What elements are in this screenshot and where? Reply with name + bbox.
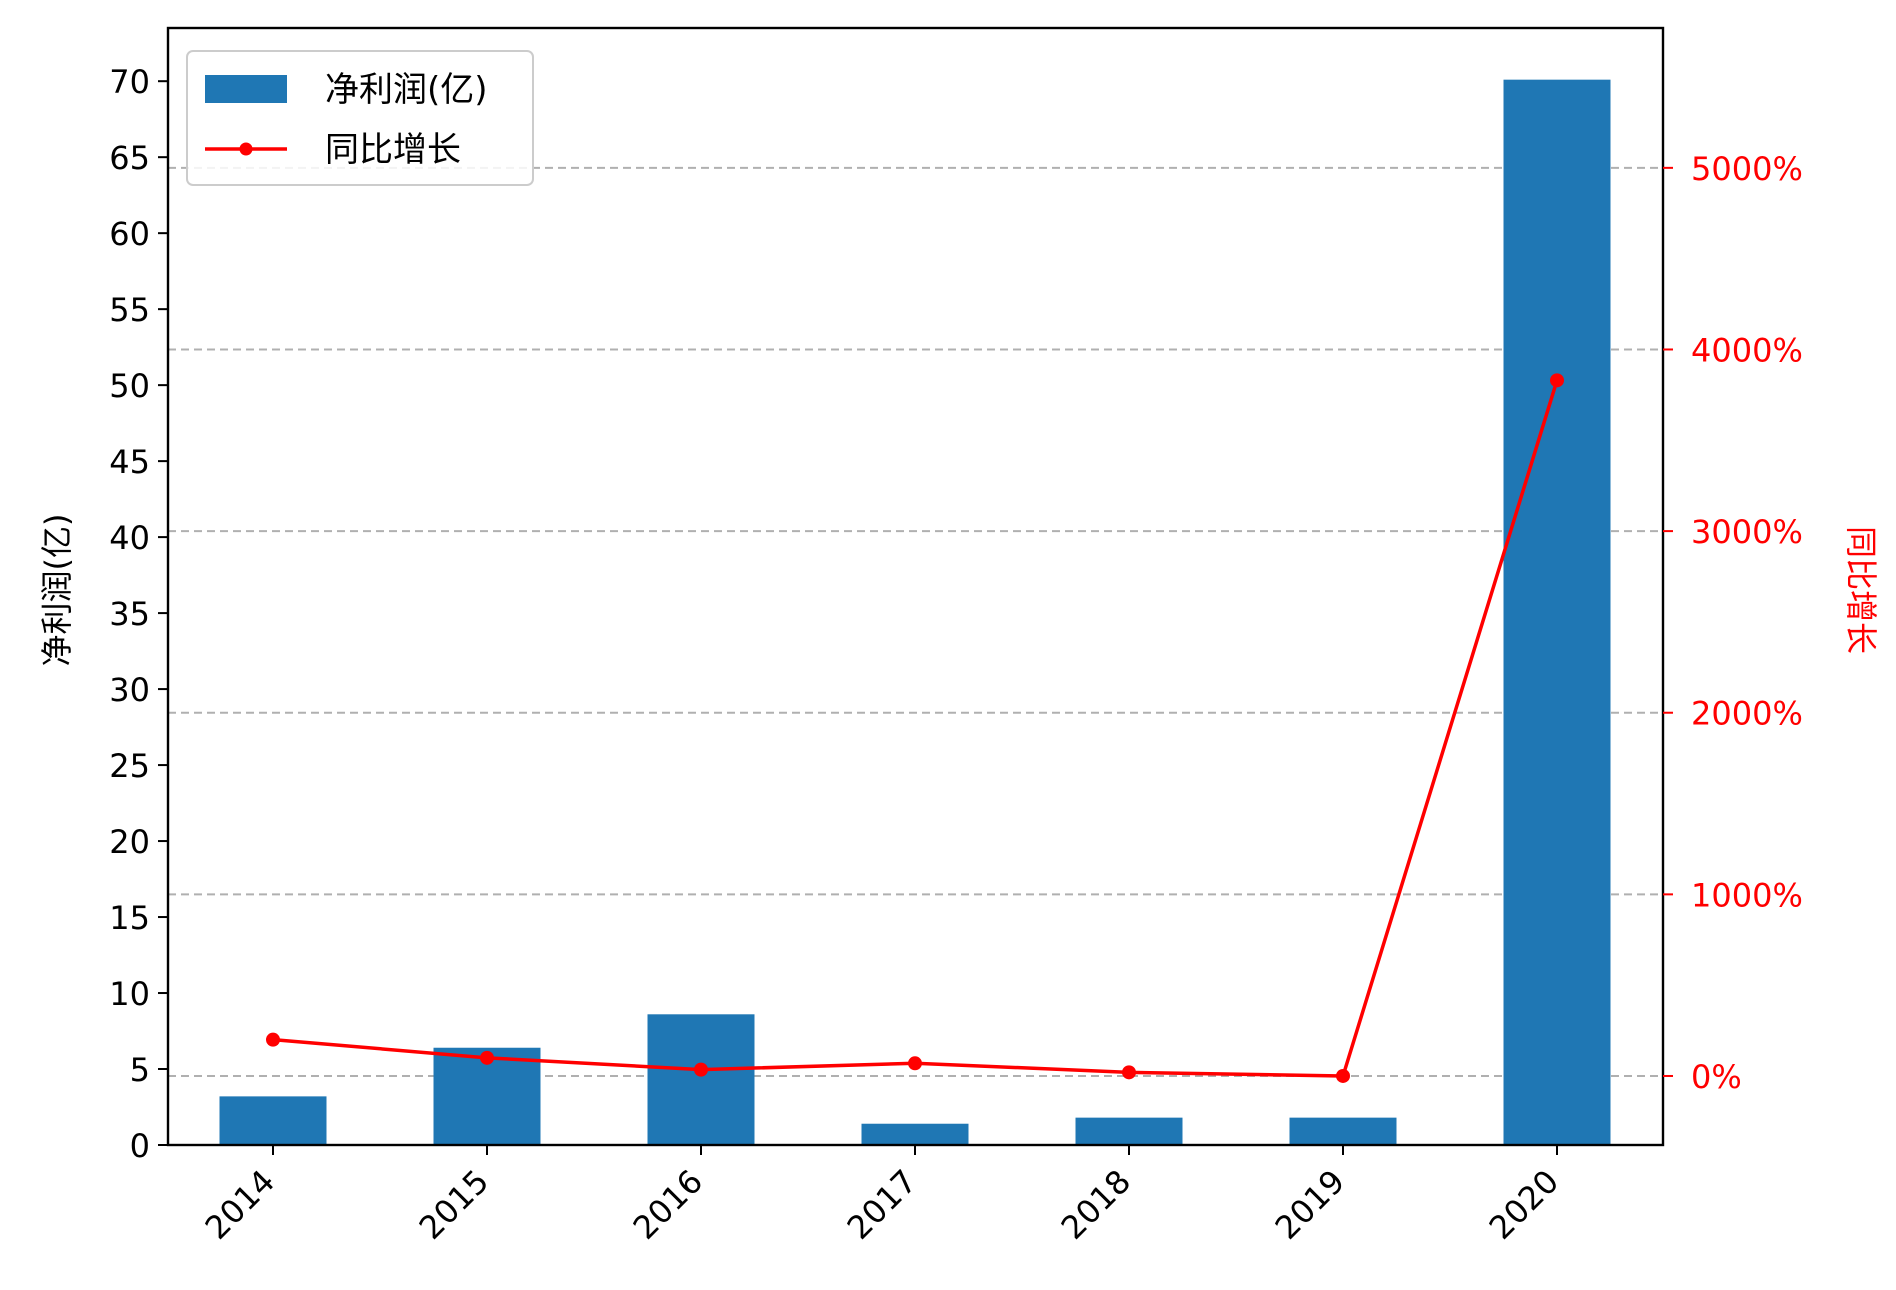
- right-tick-label: 1000%: [1691, 876, 1803, 914]
- right-axis-label: 同比增长: [1842, 526, 1880, 654]
- growth-point-2015: [480, 1050, 494, 1065]
- grid-lines: [168, 166, 1663, 1077]
- bar-2014: [219, 1096, 327, 1145]
- x-tick-label: 2019: [1268, 1162, 1352, 1246]
- plot-frame: [166, 26, 1665, 1147]
- right-tick-label: 3000%: [1691, 513, 1803, 551]
- x-axis: 2014 2015 2016 2017 2018 2019 2020: [198, 1145, 1566, 1247]
- x-tick-label: 2014: [198, 1162, 282, 1246]
- left-tick-label: 45: [109, 443, 150, 481]
- legend-line-label: 同比增长: [325, 130, 461, 170]
- right-tick-label: 2000%: [1691, 695, 1803, 733]
- left-tick-label: 15: [109, 899, 150, 937]
- left-tick-label: 65: [109, 139, 150, 177]
- left-tick-label: 10: [109, 975, 150, 1013]
- bar-2019: [1289, 1117, 1397, 1145]
- bar-2020: [1503, 79, 1611, 1145]
- left-axis-label: 净利润(亿): [38, 514, 76, 667]
- growth-line: [272, 379, 1559, 1078]
- right-tick-label: 4000%: [1691, 331, 1803, 369]
- legend-line-marker: [239, 142, 253, 156]
- left-tick-label: 35: [109, 595, 150, 633]
- growth-point-2016: [694, 1062, 708, 1077]
- left-tick-label: 40: [109, 519, 150, 557]
- bar-series: [219, 79, 1611, 1145]
- left-tick-label: 20: [109, 823, 150, 861]
- growth-point-2020: [1550, 373, 1564, 388]
- left-tick-label: 30: [109, 671, 150, 709]
- left-tick-label: 60: [109, 215, 150, 253]
- left-axis: 0 5 10 15 20 25 30 35 40 45 50 55 60 65 70: [109, 63, 168, 1165]
- x-tick-label: 2015: [412, 1162, 496, 1246]
- right-tick-label: 0%: [1691, 1058, 1742, 1096]
- growth-point-2014: [266, 1032, 280, 1047]
- bar-2016: [647, 1014, 755, 1145]
- line-series: [266, 373, 1564, 1083]
- legend: 净利润(亿) 同比增长: [186, 50, 534, 186]
- x-tick-label: 2017: [840, 1162, 924, 1246]
- left-tick-label: 70: [109, 63, 150, 101]
- x-tick-label: 2020: [1482, 1162, 1566, 1246]
- legend-bar-label: 净利润(亿): [325, 70, 488, 110]
- growth-point-2018: [1122, 1065, 1136, 1080]
- left-tick-label: 5: [130, 1051, 150, 1089]
- right-tick-label: 5000%: [1691, 150, 1803, 188]
- bar-2017: [861, 1123, 969, 1145]
- legend-bar-swatch: [205, 75, 287, 103]
- x-tick-label: 2016: [626, 1162, 710, 1246]
- bar-2018: [1075, 1117, 1183, 1145]
- growth-point-2019: [1336, 1068, 1350, 1083]
- left-tick-label: 55: [109, 291, 150, 329]
- left-tick-label: 25: [109, 747, 150, 785]
- growth-point-2017: [908, 1056, 922, 1071]
- right-axis: 0% 1000% 2000% 3000% 4000% 5000%: [1663, 150, 1803, 1096]
- x-tick-label: 2018: [1054, 1162, 1138, 1246]
- left-tick-label: 0: [130, 1127, 150, 1165]
- left-tick-label: 50: [109, 367, 150, 405]
